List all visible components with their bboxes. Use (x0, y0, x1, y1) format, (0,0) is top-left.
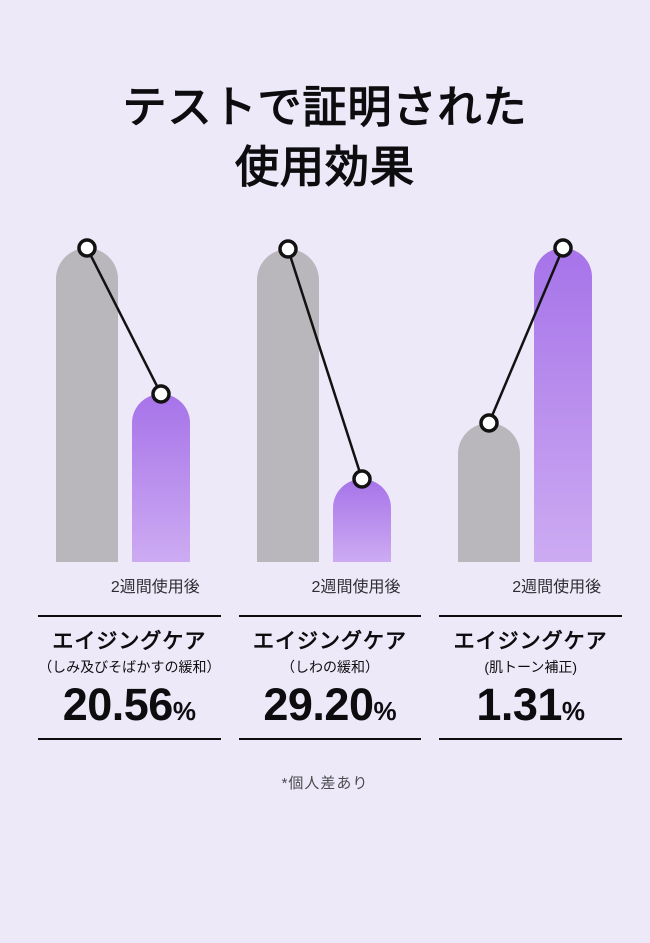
infographic-page: テストで証明された 使用効果 2週間使用後 (0, 78, 650, 943)
bar-before (56, 247, 119, 562)
bar-group (56, 242, 191, 562)
bar-group (457, 242, 592, 562)
x-axis-label: 2週間使用後 (110, 578, 200, 596)
stat-block-spots: エイジングケア （しみ及びそばかすの緩和） 20.56% (38, 614, 221, 740)
bar-group (257, 242, 391, 562)
stat-title: エイジングケア (52, 629, 207, 653)
stat-block-skintone: エイジングケア (肌トーン補正) 1.31% (439, 614, 623, 740)
stat-value-unit: % (373, 696, 397, 727)
stat-value: 1.31% (439, 679, 622, 731)
x-axis-label-wrap: 2週間使用後 (439, 573, 622, 596)
plot-area (56, 237, 191, 562)
stat-subtitle: （しわの緩和） (281, 659, 379, 675)
stat-value-unit: % (172, 696, 196, 727)
result-column-wrinkles: 2週間使用後 エイジングケア （しわの緩和） 29.20% (238, 238, 422, 740)
stat-subtitle: （しみ及びそばかすの緩和） (38, 659, 221, 675)
stat-value: 20.56% (38, 679, 221, 731)
result-column-skintone: 2週間使用後 エイジングケア (肌トーン補正) 1.31% (439, 237, 623, 740)
plot-area (457, 237, 592, 562)
x-axis-label: 2週間使用後 (512, 578, 602, 596)
bar-after (333, 478, 391, 562)
stat-block-wrinkles: エイジングケア （しわの緩和） 29.20% (238, 614, 422, 740)
stat-subtitle: (肌トーン補正) (484, 659, 577, 675)
x-axis-label: 2週間使用後 (311, 578, 401, 596)
x-axis-label-wrap: 2週間使用後 (239, 573, 422, 596)
bar-chart-spots (38, 237, 221, 562)
footnote: *個人差あり (281, 774, 369, 792)
bar-chart-skintone (439, 237, 622, 562)
page-title: テストで証明された 使用効果 (0, 78, 650, 198)
page-title-line2: 使用効果 (235, 142, 415, 192)
stat-title: エイジングケア (253, 629, 407, 653)
bar-chart-wrinkles (239, 238, 422, 562)
stat-title: エイジングケア (453, 629, 608, 653)
bar-before (457, 422, 520, 562)
stat-value-number: 29.20 (263, 679, 374, 731)
stat-value-number: 1.31 (476, 679, 562, 731)
bar-after (132, 393, 191, 562)
result-column-spots: 2週間使用後 エイジングケア （しみ及びそばかすの緩和） 20.56% (38, 237, 221, 740)
page-title-line1: テストで証明された (122, 83, 528, 132)
stat-value-unit: % (561, 696, 586, 727)
results-row: 2週間使用後 エイジングケア （しみ及びそばかすの緩和） 20.56% (0, 237, 650, 740)
plot-area (257, 238, 391, 562)
x-axis-label-wrap: 2週間使用後 (38, 573, 221, 596)
stat-value-number: 20.56 (62, 679, 174, 731)
stat-value: 29.20% (239, 679, 422, 731)
bar-after (533, 247, 592, 562)
bar-before (257, 248, 319, 562)
